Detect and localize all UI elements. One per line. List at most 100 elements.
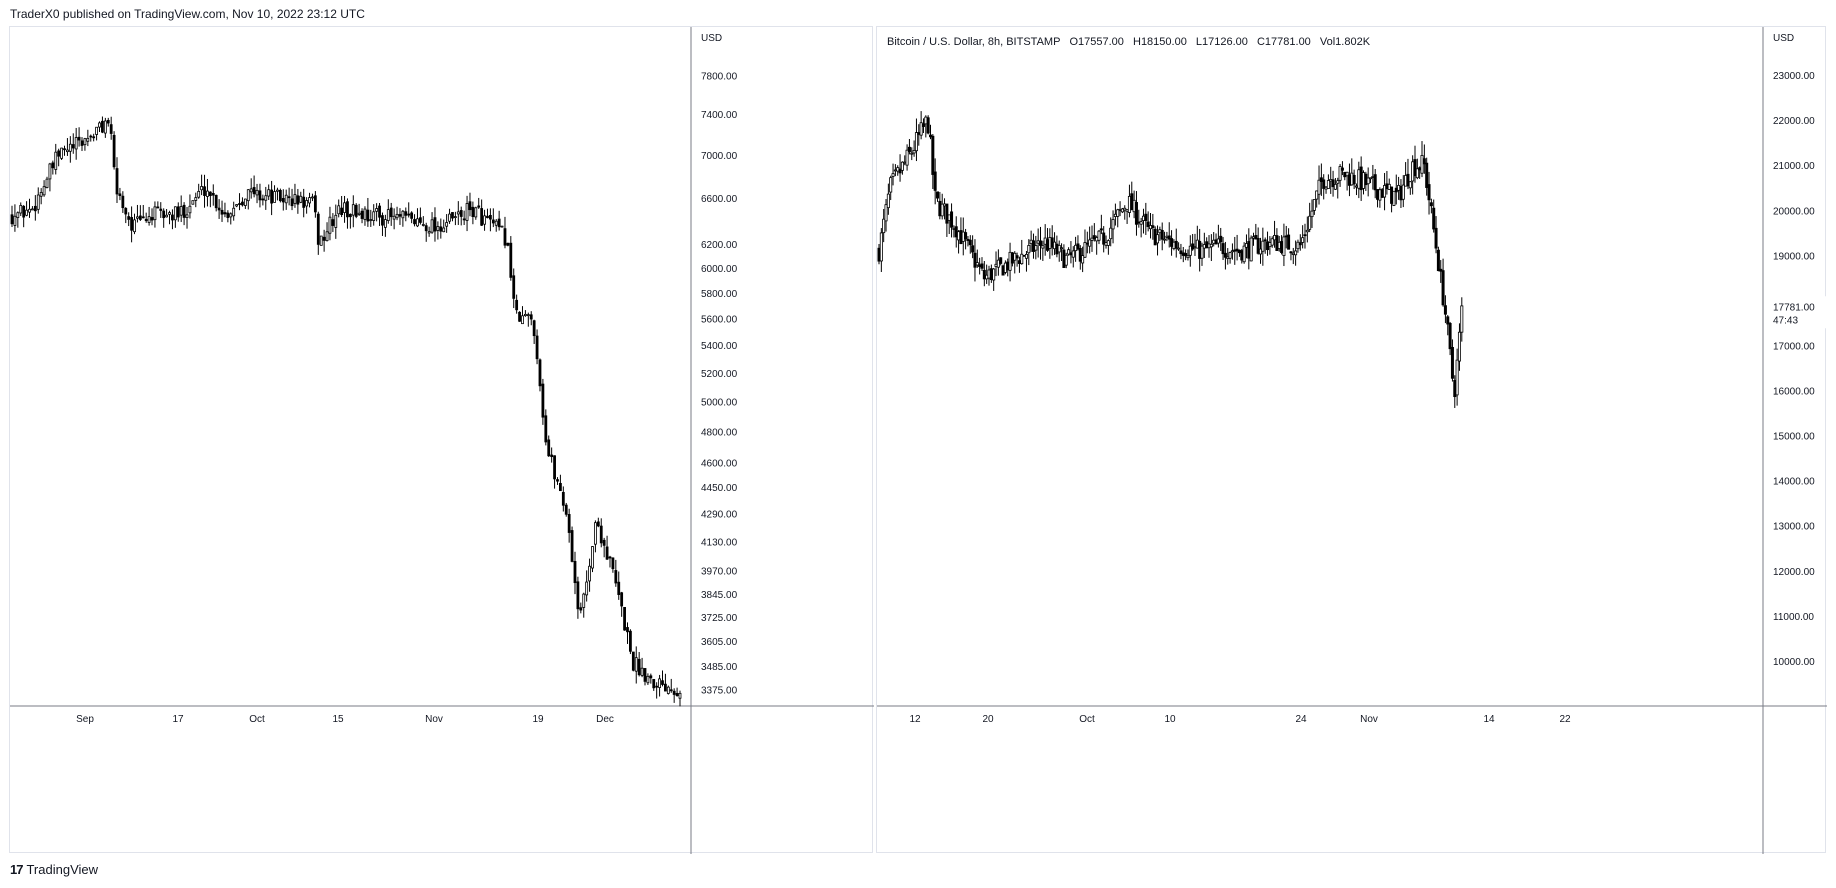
candle-body xyxy=(206,190,209,197)
candle-body xyxy=(1022,254,1026,257)
candle-body xyxy=(1085,242,1089,245)
candle-body xyxy=(197,190,201,198)
candle-body xyxy=(162,210,166,219)
candle-body xyxy=(1017,260,1021,264)
candle-body xyxy=(646,675,650,684)
candle-body xyxy=(1228,252,1232,259)
candle-body xyxy=(31,208,34,211)
candle-body xyxy=(1184,252,1188,257)
candle-body xyxy=(42,186,46,196)
y-tick-label: 4290.00 xyxy=(701,510,738,521)
candle-body xyxy=(1357,169,1361,189)
candle-body xyxy=(1092,235,1096,240)
candle-body xyxy=(194,197,198,201)
x-tick-label: Dec xyxy=(596,714,614,725)
candle-body xyxy=(1024,253,1028,259)
candle-body xyxy=(1043,237,1047,245)
candle-body xyxy=(410,212,414,219)
candle-body xyxy=(138,215,142,220)
candle-body xyxy=(276,189,279,192)
candle-body xyxy=(299,195,303,203)
candle-body xyxy=(1006,261,1010,271)
tradingview-footer[interactable]: 17 TradingView xyxy=(10,862,98,877)
candle-body xyxy=(1247,241,1251,259)
candle-body xyxy=(1343,171,1347,178)
candle-body xyxy=(905,149,909,166)
candle-body xyxy=(1385,183,1389,190)
candle-body xyxy=(136,216,139,219)
y-tick-label: 4130.00 xyxy=(701,538,738,549)
currency-label: USD xyxy=(701,33,722,44)
candle-body xyxy=(1291,252,1295,255)
y-tick-label: 3845.00 xyxy=(701,590,738,601)
candle-body xyxy=(1455,359,1459,396)
candle-body xyxy=(112,134,116,168)
candle-body xyxy=(620,592,624,607)
right-chart-svg[interactable]: USD 23000.00 22000.00 21000.00 20000.00 19000… xyxy=(877,27,1827,854)
candle-body xyxy=(611,557,615,570)
candle-body xyxy=(1223,252,1227,258)
candle-body xyxy=(1308,215,1312,230)
candle-body xyxy=(532,320,536,337)
candle-body xyxy=(1062,249,1066,268)
candle-body xyxy=(605,546,609,560)
y-tick-label: 11000.00 xyxy=(1773,612,1814,623)
x-tick-label: Oct xyxy=(1079,714,1095,725)
candle-body xyxy=(389,207,393,218)
last-price-box xyxy=(1764,296,1826,329)
candle-body xyxy=(200,186,204,191)
y-tick-label: 5000.00 xyxy=(701,398,738,409)
candle-body xyxy=(1329,179,1333,182)
candle-body xyxy=(1064,254,1068,266)
candle-body xyxy=(1174,240,1178,249)
candle-body xyxy=(1310,210,1314,218)
candle-body xyxy=(1034,245,1038,251)
candle-body xyxy=(381,215,384,226)
left-chart-svg[interactable]: USD 7800.00 7400.00 7000.00 6600.00 6200.00 60… xyxy=(10,27,874,854)
candle-body xyxy=(404,211,408,216)
candle-body xyxy=(173,206,177,221)
candle-body xyxy=(477,205,481,208)
candle-body xyxy=(159,208,163,211)
x-tick-label: Nov xyxy=(425,714,443,725)
candle-body xyxy=(910,152,914,155)
symbol-title: Bitcoin / U.S. Dollar, 8h, BITSTAMP xyxy=(887,36,1061,48)
candle-body xyxy=(334,214,338,228)
candle-body xyxy=(331,219,335,226)
candle-body xyxy=(503,228,507,246)
candle-body xyxy=(1420,155,1424,174)
candle-body xyxy=(945,203,949,224)
candle-body xyxy=(103,120,107,134)
candle-body xyxy=(596,521,600,527)
candle-body xyxy=(959,230,963,245)
candle-body xyxy=(1244,243,1248,248)
candle-body xyxy=(480,208,484,226)
candle-body xyxy=(217,207,221,211)
symbol-legend: Bitcoin / U.S. Dollar, 8h, BITSTAMP O175… xyxy=(887,36,1376,48)
candle-body xyxy=(293,194,297,204)
candle-body xyxy=(1427,184,1431,201)
candle-body xyxy=(1226,256,1230,259)
candle-body xyxy=(418,217,422,223)
x-tick-label: 10 xyxy=(1164,714,1176,725)
candle-body xyxy=(453,216,457,218)
right-chart-pane[interactable]: USD 23000.00 22000.00 21000.00 20000.00 19000… xyxy=(876,26,1827,854)
candle-body xyxy=(448,213,451,222)
candle-body xyxy=(1296,241,1300,250)
candle-body xyxy=(74,137,78,150)
candle-body xyxy=(1432,207,1436,230)
candle-body xyxy=(1240,250,1244,261)
candle-body xyxy=(564,504,568,515)
candle-body xyxy=(1378,189,1382,201)
candle-body xyxy=(672,690,676,695)
ohlc-open: O17557.00 xyxy=(1069,36,1124,48)
left-chart-pane[interactable]: USD 7800.00 7400.00 7000.00 6600.00 6200.00 60… xyxy=(9,26,874,854)
candle-body xyxy=(1165,235,1169,238)
candle-body xyxy=(89,135,93,138)
candle-body xyxy=(121,195,125,209)
candle-body xyxy=(383,219,387,228)
candle-body xyxy=(133,219,136,233)
candle-body xyxy=(1099,228,1103,231)
candle-body xyxy=(208,191,212,197)
candle-body xyxy=(926,117,930,134)
